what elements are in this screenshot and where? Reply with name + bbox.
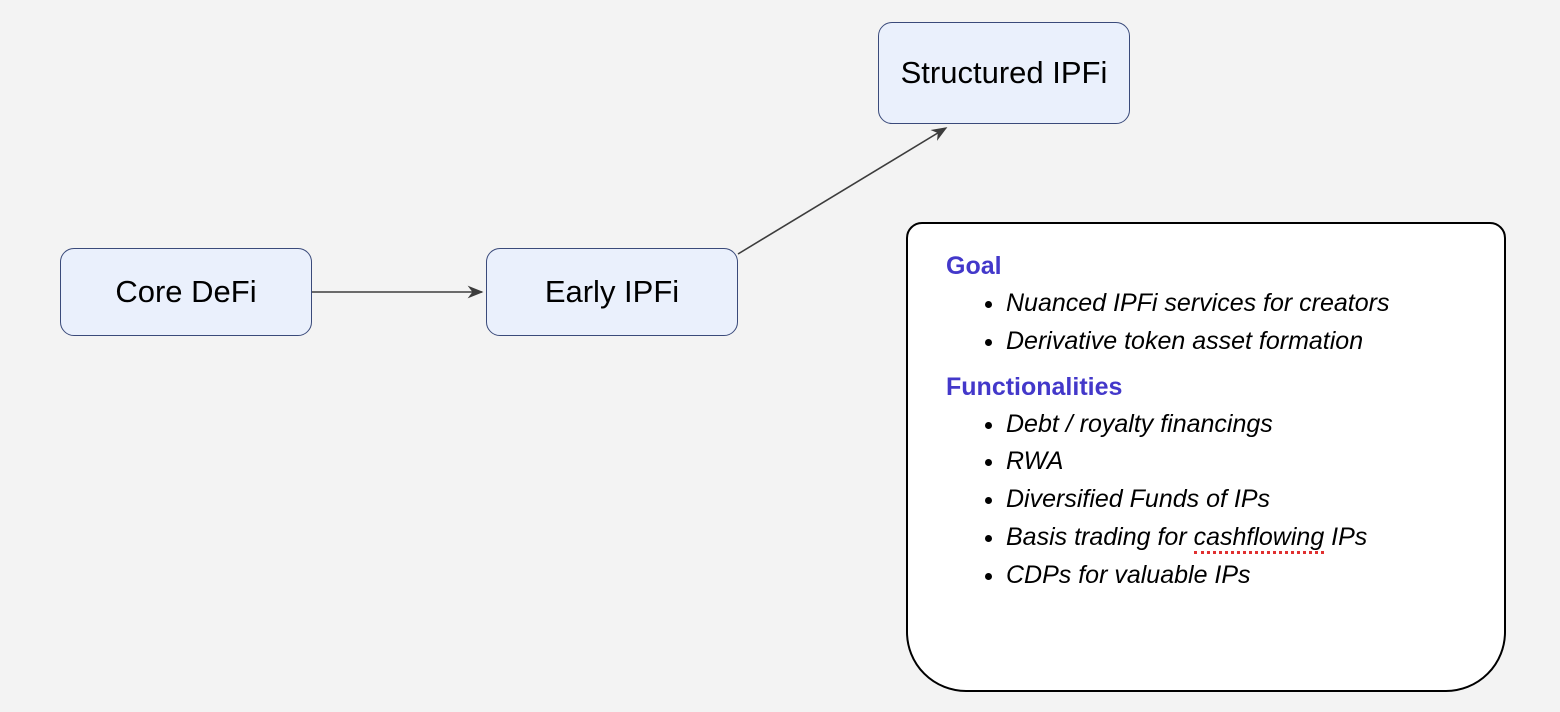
diagram-canvas: Core DeFi Early IPFi Structured IPFi Goal N… xyxy=(0,0,1560,712)
info-item-text: IPs xyxy=(1324,523,1367,551)
info-list: Nuanced IPFi services for creators Deriva… xyxy=(946,287,1466,359)
info-list-item: Basis trading for cashflowing IPs xyxy=(1006,521,1466,555)
info-list: Debt / royalty financingsRWA Diversified … xyxy=(946,408,1466,593)
info-list-item: Diversified Funds of IPs xyxy=(1006,483,1466,517)
node-structured-ipfi: Structured IPFi xyxy=(878,22,1130,124)
node-label: Core DeFi xyxy=(115,273,256,310)
info-heading: Goal xyxy=(946,252,1466,281)
info-item-text: Basis trading for xyxy=(1006,523,1194,551)
info-list-item: RWA xyxy=(1006,445,1466,479)
info-list-item: Debt / royalty financings xyxy=(1006,408,1466,442)
spellcheck-word: cashflowing xyxy=(1194,523,1325,554)
info-list-item: CDPs for valuable IPs xyxy=(1006,559,1466,593)
node-early-ipfi: Early IPFi xyxy=(486,248,738,336)
info-box: Goal Nuanced IPFi services for creators De… xyxy=(906,222,1506,692)
node-core-defi: Core DeFi xyxy=(60,248,312,336)
node-label: Early IPFi xyxy=(545,273,679,310)
node-label: Structured IPFi xyxy=(901,54,1108,91)
info-list-item: Derivative token asset formation xyxy=(1006,325,1466,359)
info-list-item: Nuanced IPFi services for creators xyxy=(1006,287,1466,321)
info-heading: Functionalities xyxy=(946,373,1466,402)
